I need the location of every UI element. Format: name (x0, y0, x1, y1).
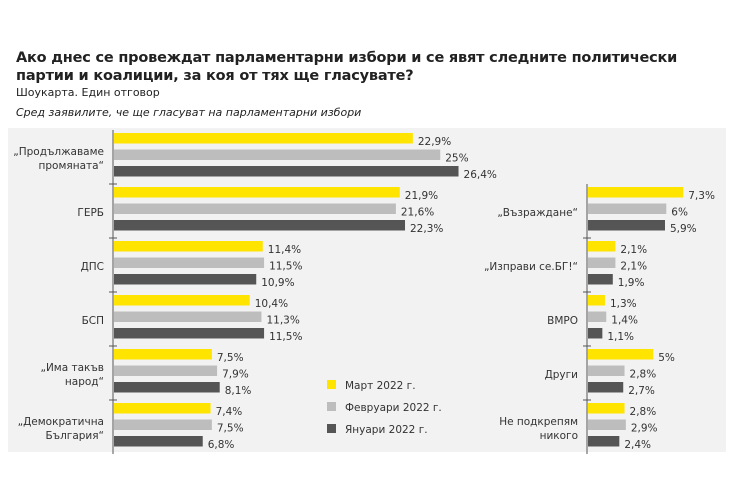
data-label: 2,1% (620, 244, 647, 256)
data-label: 25% (445, 153, 468, 165)
legend-label: Януари 2022 г. (345, 424, 428, 436)
data-label: 5,9% (670, 223, 697, 235)
category-label: ВМРО (547, 315, 578, 327)
bar (114, 203, 396, 214)
data-label: 7,5% (217, 352, 244, 364)
bar (588, 419, 626, 430)
bar (588, 203, 667, 214)
data-label: 10,9% (261, 277, 294, 289)
category-label: народ“ (65, 376, 104, 388)
category-label: Не подкрепям (499, 416, 578, 428)
bar (114, 328, 265, 339)
data-label: 1,9% (618, 277, 645, 289)
bar (114, 166, 459, 177)
bar (588, 436, 620, 447)
bar (588, 257, 616, 268)
bar (588, 274, 613, 285)
category-label: никого (540, 430, 578, 442)
data-label: 21,6% (401, 207, 434, 219)
data-label: 2,9% (631, 423, 658, 435)
data-label: 26,4% (464, 169, 497, 181)
data-label: 21,9% (405, 190, 438, 202)
data-label: 2,8% (630, 406, 657, 418)
data-label: 10,4% (255, 298, 288, 310)
category-label: „Демократична (18, 416, 104, 428)
bar (588, 403, 625, 414)
bar (588, 295, 605, 306)
chart-background (8, 128, 726, 452)
data-label: 2,4% (624, 439, 651, 451)
category-label: БСП (82, 315, 104, 327)
bar (114, 187, 400, 198)
data-label: 1,3% (610, 298, 637, 310)
chart-note: Сред заявилите, че ще гласуват на парлам… (16, 106, 362, 119)
bar (588, 382, 624, 393)
bar (114, 295, 250, 306)
data-label: 6,8% (208, 439, 235, 451)
data-label: 6% (671, 207, 688, 219)
bar (114, 311, 262, 322)
category-label: „Изправи се.БГ!“ (484, 261, 578, 273)
legend-swatch (327, 380, 336, 389)
bar (114, 241, 263, 252)
data-label: 2,1% (620, 261, 647, 273)
bar (114, 220, 406, 231)
bar (588, 365, 625, 376)
bar (588, 187, 684, 198)
chart-subtitle: Шоукарта. Един отговор (16, 86, 160, 99)
data-label: 7,5% (217, 423, 244, 435)
bar (114, 149, 441, 160)
bar (114, 274, 257, 285)
bar (114, 436, 203, 447)
data-label: 1,4% (611, 315, 638, 327)
data-label: 11,3% (266, 315, 299, 327)
data-label: 11,5% (269, 331, 302, 343)
bar (114, 257, 265, 268)
data-label: 8,1% (225, 385, 252, 397)
data-label: 2,8% (630, 369, 657, 381)
data-label: 7,9% (222, 369, 249, 381)
category-label: „Има такъв (41, 362, 105, 374)
bar (588, 328, 603, 339)
data-label: 5% (658, 352, 675, 364)
data-label: 11,4% (268, 244, 301, 256)
category-label: Други (545, 369, 578, 381)
bar (114, 419, 212, 430)
data-label: 11,5% (269, 261, 302, 273)
data-label: 7,3% (688, 190, 715, 202)
bar (588, 220, 665, 231)
bar (114, 133, 413, 144)
data-label: 2,7% (628, 385, 655, 397)
category-label: ГЕРБ (77, 207, 104, 219)
data-label: 1,1% (607, 331, 634, 343)
bar (114, 382, 220, 393)
legend-label: Март 2022 г. (345, 380, 416, 392)
category-label: „Възраждане“ (497, 207, 578, 219)
bar (588, 349, 654, 360)
category-label: промяната“ (39, 160, 104, 172)
data-label: 7,4% (216, 406, 243, 418)
category-label: България“ (45, 430, 104, 442)
data-label: 22,9% (418, 136, 451, 148)
legend-label: Февруари 2022 г. (345, 402, 442, 414)
data-label: 22,3% (410, 223, 443, 235)
bar (588, 311, 607, 322)
bar (588, 241, 616, 252)
category-label: ДПС (81, 261, 104, 273)
bar (114, 349, 212, 360)
bar (114, 403, 211, 414)
chart-title: Ако днес се провеждат парламентарни избо… (16, 50, 678, 84)
bar (114, 365, 218, 376)
legend-swatch (327, 424, 336, 433)
legend-swatch (327, 402, 336, 411)
category-label: „Продължаваме (13, 146, 104, 158)
